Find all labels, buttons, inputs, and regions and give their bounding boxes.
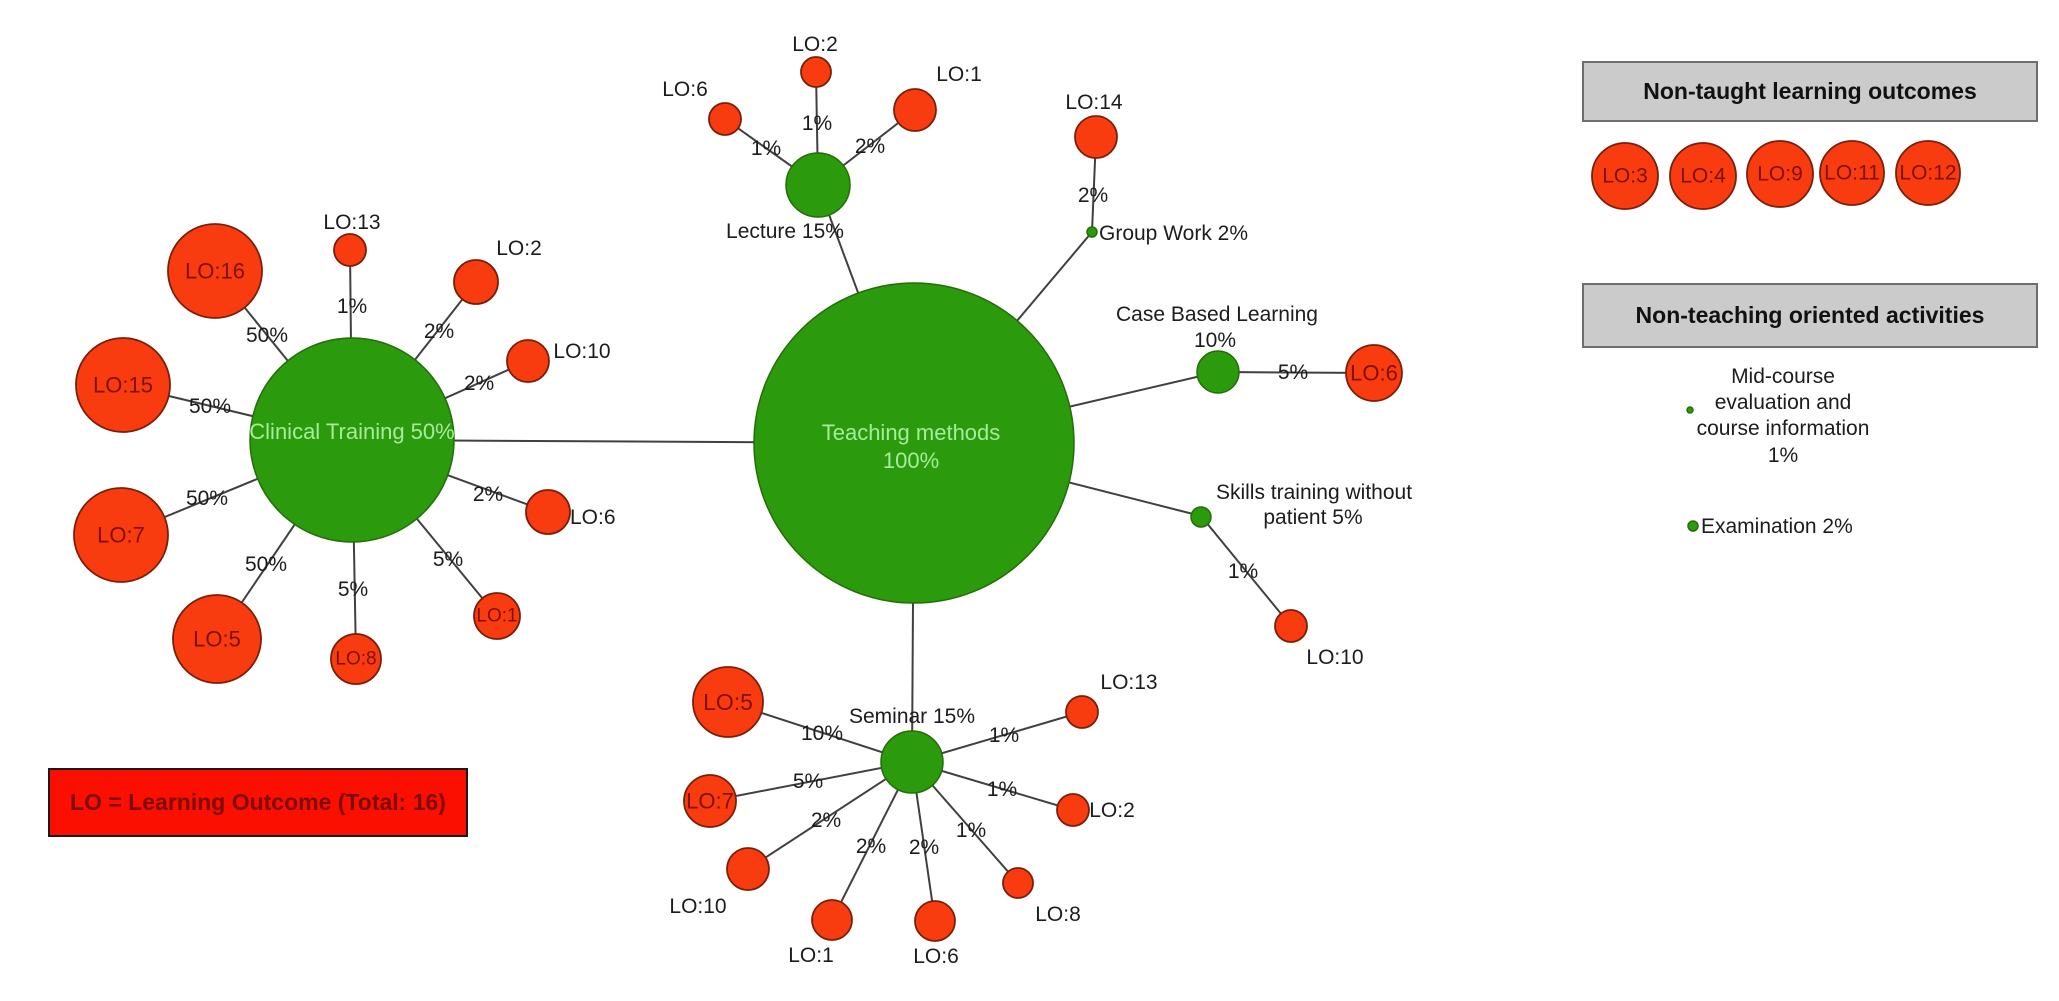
svg-text:LO:16: LO:16 [185,259,245,284]
svg-text:patient 5%: patient 5% [1263,506,1362,529]
svg-text:Clinical Training 50%: Clinical Training 50% [249,419,454,444]
svg-text:50%: 50% [189,395,231,418]
svg-text:LO:2: LO:2 [792,33,838,56]
svg-text:LO:6: LO:6 [913,945,959,968]
svg-text:LO:13: LO:13 [323,211,380,234]
svg-text:LO = Learning Outcome (Total:: LO = Learning Outcome (Total: 16) [70,789,446,815]
svg-text:LO:1: LO:1 [936,63,982,86]
svg-text:LO:7: LO:7 [97,523,145,548]
svg-text:LO:10: LO:10 [1306,646,1363,669]
svg-text:2%: 2% [856,835,886,858]
svg-text:2%: 2% [909,836,939,859]
svg-text:LO:9: LO:9 [1757,163,1803,186]
svg-text:LO:13: LO:13 [1100,671,1157,694]
svg-text:1%: 1% [989,724,1019,747]
svg-text:1%: 1% [956,819,986,842]
svg-text:LO:8: LO:8 [335,649,376,670]
svg-text:Teaching methods: Teaching methods [822,420,1001,445]
svg-text:Non-teaching oriented activiti: Non-teaching oriented activities [1636,302,1985,328]
svg-text:1%: 1% [802,112,832,135]
svg-text:5%: 5% [793,770,823,793]
svg-text:50%: 50% [246,324,288,347]
svg-text:LO:12: LO:12 [1899,162,1956,185]
svg-text:1%: 1% [337,295,367,318]
svg-text:evaluation and: evaluation and [1715,391,1852,414]
svg-text:LO:5: LO:5 [193,627,241,652]
svg-text:5%: 5% [1278,361,1308,384]
svg-text:Mid-course: Mid-course [1731,365,1835,388]
svg-text:1%: 1% [751,137,781,160]
svg-text:LO:1: LO:1 [788,944,834,967]
svg-text:2%: 2% [811,809,841,832]
svg-text:5%: 5% [433,548,463,571]
svg-text:Lecture 15%: Lecture 15% [726,220,844,243]
svg-text:1%: 1% [987,778,1017,801]
svg-text:100%: 100% [883,448,939,473]
svg-text:LO:7: LO:7 [686,789,734,814]
svg-text:LO:10: LO:10 [669,895,726,918]
svg-text:LO:2: LO:2 [1089,799,1135,822]
svg-text:LO:3: LO:3 [1602,165,1648,188]
svg-text:LO:14: LO:14 [1065,91,1123,114]
svg-text:50%: 50% [186,487,228,510]
svg-text:2%: 2% [424,320,454,343]
svg-text:50%: 50% [245,553,287,576]
svg-text:Seminar 15%: Seminar 15% [849,705,975,728]
svg-text:2%: 2% [473,483,503,506]
svg-text:LO:2: LO:2 [496,237,542,260]
svg-text:LO:11: LO:11 [1824,162,1880,185]
svg-text:LO:6: LO:6 [662,78,708,101]
svg-text:LO:5: LO:5 [703,689,753,715]
svg-text:Group Work 2%: Group Work 2% [1099,222,1248,245]
svg-text:Case Based Learning: Case Based Learning [1116,303,1318,326]
svg-text:LO:10: LO:10 [553,340,610,363]
svg-text:10%: 10% [1194,329,1236,352]
svg-text:LO:1: LO:1 [476,606,517,627]
svg-text:Non-taught learning outcomes: Non-taught learning outcomes [1643,78,1977,104]
svg-text:1%: 1% [1768,444,1798,467]
svg-text:Skills training without: Skills training without [1216,481,1412,504]
svg-text:5%: 5% [338,578,368,601]
svg-text:course information: course information [1697,417,1870,440]
svg-text:Examination 2%: Examination 2% [1701,515,1853,538]
svg-text:2%: 2% [855,135,885,158]
svg-text:LO:6: LO:6 [570,506,616,529]
svg-text:2%: 2% [1078,184,1108,207]
svg-text:10%: 10% [801,722,843,745]
svg-text:LO:15: LO:15 [93,373,153,398]
svg-text:1%: 1% [1228,560,1258,583]
svg-text:2%: 2% [464,372,494,395]
svg-text:LO:6: LO:6 [1350,361,1398,386]
svg-text:LO:4: LO:4 [1680,165,1726,188]
svg-text:LO:8: LO:8 [1035,903,1081,926]
